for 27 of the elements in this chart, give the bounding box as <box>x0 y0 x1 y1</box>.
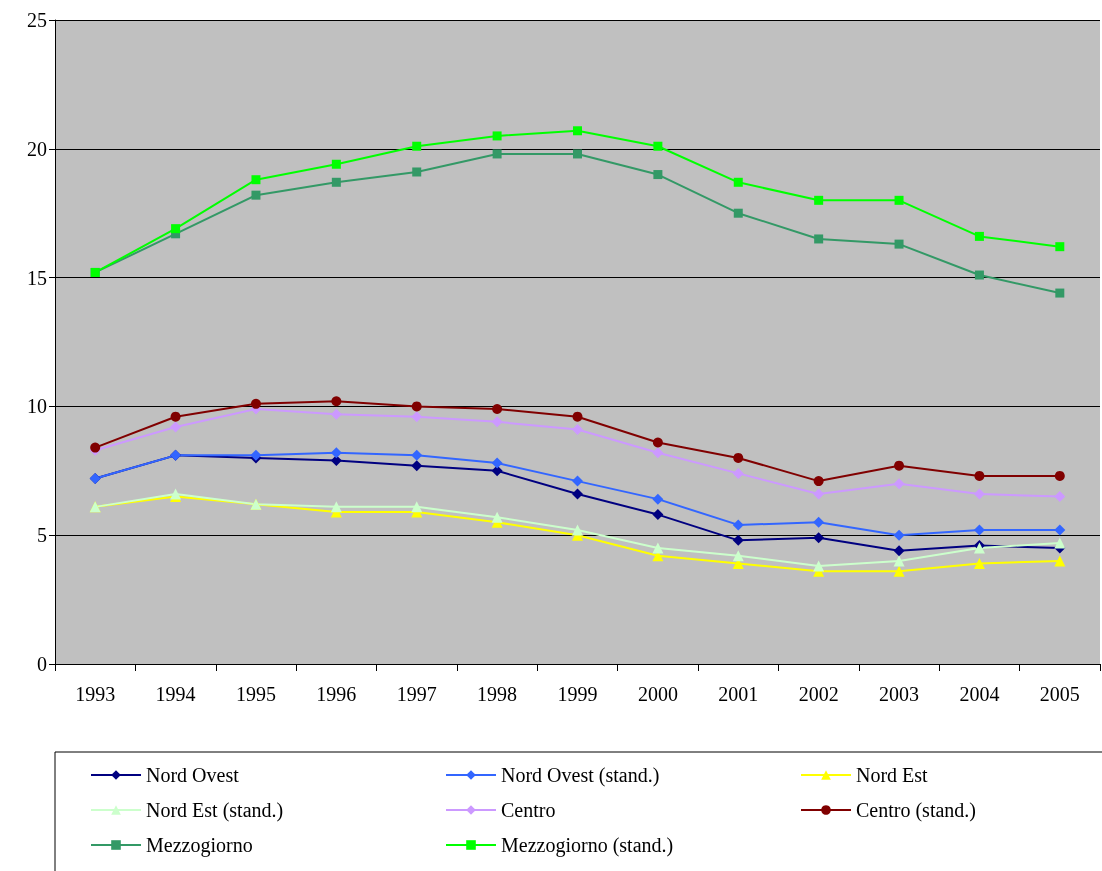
legend-label: Mezzogiorno <box>146 834 253 857</box>
legend-label: Nord Ovest (stand.) <box>501 764 660 787</box>
x-tick-label: 2002 <box>798 683 839 705</box>
legend-label: Centro <box>501 799 556 821</box>
legend-label: Nord Est (stand.) <box>146 799 284 822</box>
legend-label: Nord Ovest <box>146 764 240 786</box>
y-tick-label: 20 <box>27 137 47 160</box>
x-tick-label: 2003 <box>879 683 920 705</box>
x-tick-label: 1993 <box>75 683 116 705</box>
y-tick-label: 0 <box>37 653 47 675</box>
x-tick-label: 2005 <box>1039 683 1080 705</box>
y-tick-label: 10 <box>27 395 47 418</box>
y-tick-label: 25 <box>27 9 47 31</box>
x-tick-label: 1997 <box>396 683 437 705</box>
y-tick-label: 15 <box>27 266 47 289</box>
legend-label: Mezzogiorno (stand.) <box>501 834 674 857</box>
x-tick-label: 1994 <box>155 683 196 705</box>
legend-label: Centro (stand.) <box>856 799 976 822</box>
x-tick-label: 1998 <box>477 683 518 705</box>
x-tick-label: 2001 <box>718 683 759 705</box>
x-tick-label: 1995 <box>235 683 276 705</box>
x-tick-label: 1996 <box>316 683 357 705</box>
y-tick-label: 5 <box>37 524 47 547</box>
x-tick-label: 2004 <box>959 683 1000 705</box>
x-tick-label: 1999 <box>557 683 598 705</box>
legend-label: Nord Est <box>856 764 929 786</box>
x-tick-label: 2000 <box>637 683 678 705</box>
